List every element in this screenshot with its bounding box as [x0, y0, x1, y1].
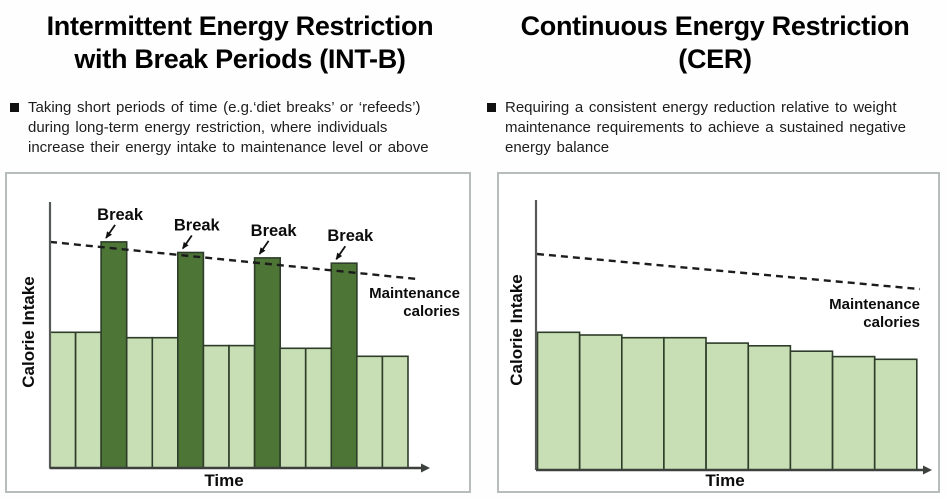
break-bar [177, 251, 205, 469]
intb-bullet: Taking short periods of time (e.g.‘diet … [10, 98, 498, 158]
break-arrow-icon [335, 245, 347, 261]
bar [304, 347, 333, 469]
bullet-square-icon [10, 103, 19, 112]
cer-title: Continuous Energy Restriction (CER) [480, 10, 947, 76]
intb-title-line2: with Break Periods (INT-B) [74, 44, 406, 74]
bar [663, 336, 707, 471]
bar [578, 334, 623, 471]
cer-bullet-line2: maintenance requirements to achieve a su… [505, 119, 906, 136]
break-bar [100, 241, 128, 469]
bar [228, 344, 256, 469]
maintenance-line [536, 252, 921, 291]
break-label: Break [174, 217, 221, 235]
bar [621, 336, 665, 471]
intb-bullet-line3: increase their energy intake to maintena… [28, 139, 429, 156]
bar [49, 331, 77, 469]
cer-chart-panel: Maintenance calories Time Calorie Intake [497, 172, 940, 493]
intb-bullet-line1: Taking short periods of time (e.g.‘diet … [28, 99, 421, 116]
intb-title-line1: Intermittent Energy Restriction [46, 11, 434, 41]
x-axis-label: Time [204, 471, 243, 490]
bar [125, 336, 154, 469]
bar [202, 344, 230, 469]
maintenance-label: calories [403, 303, 460, 320]
x-axis-label: Time [705, 471, 744, 490]
cer-title-line1: Continuous Energy Restriction [520, 11, 910, 41]
cer-bullet-line3: energy balance [505, 139, 610, 156]
intb-chart-panel: Break Break Break Break Maintenance calories T… [5, 172, 471, 493]
break-label: Break [97, 206, 144, 224]
intb-title: Intermittent Energy Restriction with Bre… [0, 10, 480, 76]
break-label: Break [251, 222, 298, 240]
maintenance-label: Maintenance [829, 296, 920, 313]
cer-bullet: Requiring a consistent energy reduction … [487, 98, 947, 158]
bar [355, 355, 384, 469]
bar [747, 345, 792, 471]
bar [279, 347, 307, 469]
x-axis-arrow-icon [421, 463, 430, 473]
bar [151, 336, 179, 469]
y-axis-label: Calorie Intake [19, 276, 38, 388]
bar [705, 342, 750, 471]
bar [536, 331, 581, 471]
break-label: Break [327, 227, 374, 245]
bar [873, 358, 918, 471]
break-arrow-icon [105, 224, 116, 239]
y-axis-label: Calorie Intake [507, 274, 526, 386]
cer-bullet-line1: Requiring a consistent energy reduction … [505, 99, 897, 116]
break-arrow-icon [182, 234, 193, 250]
bar [831, 355, 876, 471]
break-arrow-icon [258, 240, 270, 255]
bullet-square-icon [487, 103, 496, 112]
x-axis-arrow-icon [923, 465, 932, 475]
break-bar [253, 257, 282, 469]
maintenance-line [49, 240, 419, 281]
bar [74, 331, 102, 469]
bar [789, 350, 834, 471]
maintenance-label: calories [863, 314, 920, 331]
break-bar [330, 262, 358, 469]
intb-bullet-line2: during long-term energy restriction, whe… [28, 119, 388, 136]
cer-title-line2: (CER) [678, 44, 752, 74]
maintenance-label: Maintenance [369, 285, 460, 302]
bar [381, 355, 409, 469]
